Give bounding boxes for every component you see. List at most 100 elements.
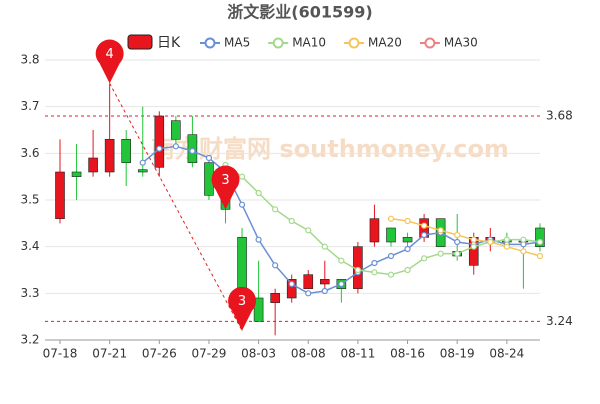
ma-point	[272, 206, 279, 213]
candle-body	[55, 171, 65, 219]
candle-body	[535, 227, 545, 247]
x-tick-label: 07-18	[43, 347, 78, 361]
reference-label: 3.68	[546, 109, 573, 123]
ma-point	[421, 222, 428, 229]
x-tick-label: 07-29	[192, 347, 227, 361]
ma-point	[172, 143, 179, 150]
chart-title: 浙文影业(601599)	[227, 3, 372, 22]
ma-point	[371, 259, 378, 267]
x-tick-label: 08-08	[291, 347, 326, 361]
ma-point	[404, 217, 411, 225]
candle-body	[71, 171, 82, 177]
x-tick-label: 07-21	[92, 347, 127, 361]
ma-point	[238, 201, 246, 208]
y-tick-label: 3.6	[20, 146, 39, 160]
marker-balloon	[211, 165, 240, 210]
ma-point	[255, 189, 262, 197]
marker-balloon	[228, 286, 257, 331]
ma-point	[338, 257, 345, 264]
ma-point	[354, 266, 361, 274]
candle-body	[402, 237, 413, 243]
x-tick-label: 08-24	[489, 347, 524, 361]
y-tick-label: 3.5	[20, 193, 39, 207]
ma-point	[503, 243, 510, 250]
ma-point	[520, 236, 527, 243]
y-tick-label: 3.7	[20, 99, 39, 113]
x-tick-label: 08-11	[340, 347, 375, 361]
ma-point	[421, 231, 428, 239]
ma-point	[520, 248, 527, 255]
ma-point	[238, 173, 246, 180]
ma-point	[272, 262, 279, 269]
y-tick-label: 3.4	[20, 239, 39, 253]
ma-point	[205, 154, 213, 162]
legend-marker	[424, 37, 436, 49]
candle-body	[137, 169, 148, 173]
ma-point	[387, 215, 395, 222]
ma-point	[437, 227, 444, 234]
candle-body	[253, 297, 264, 322]
ma-point	[321, 243, 328, 250]
trend-line	[109, 83, 243, 331]
candle-body	[154, 115, 165, 168]
ma-point	[288, 280, 295, 288]
legend-marker	[204, 37, 216, 49]
ma-point	[255, 236, 262, 243]
x-tick-label: 08-03	[241, 347, 276, 361]
ma-point	[305, 227, 312, 234]
x-tick-label: 07-26	[142, 347, 177, 361]
ma-point	[454, 231, 461, 239]
ma-point	[421, 255, 428, 262]
ma-point	[305, 290, 312, 297]
ma-point	[321, 287, 328, 295]
ma-point	[404, 245, 411, 253]
y-tick-label: 3.8	[20, 53, 39, 67]
candle-body	[319, 279, 330, 285]
ma-point	[437, 250, 444, 257]
candle-body	[104, 139, 115, 173]
marker-balloon	[95, 39, 124, 84]
legend-marker	[272, 37, 284, 49]
legend-label: MA30	[444, 36, 478, 50]
reference-label: 3.24	[546, 314, 573, 328]
ma-point	[404, 266, 411, 274]
candle-body	[286, 279, 297, 299]
y-tick-label: 3.2	[20, 333, 39, 347]
y-tick-label: 3.3	[20, 286, 39, 300]
x-tick-label: 08-16	[390, 347, 425, 361]
ma-point	[387, 252, 395, 260]
ma-line	[390, 217, 541, 257]
legend-marker	[348, 37, 360, 49]
candle-body	[270, 293, 280, 303]
ma-point	[288, 217, 295, 225]
ma-point	[189, 147, 196, 155]
marker-label: 4	[106, 47, 114, 62]
candle-body	[303, 274, 314, 289]
ma-point	[387, 271, 395, 278]
legend-label: MA20	[368, 36, 402, 50]
x-tick-label: 08-19	[440, 347, 475, 361]
legend-swatch	[127, 34, 153, 50]
ma-point	[371, 269, 378, 276]
marker-label: 3	[221, 173, 229, 188]
ma-point	[454, 238, 461, 246]
ma-point	[338, 280, 345, 288]
ma-point	[487, 238, 494, 246]
ma-point	[536, 252, 544, 260]
legend-label: MA10	[292, 36, 326, 50]
legend-label: 日K	[157, 35, 181, 51]
ma-point	[536, 238, 544, 246]
watermark: 南方财富网 southmoney.com	[151, 135, 509, 163]
ma-point	[470, 236, 477, 243]
candle-body	[369, 218, 380, 243]
ma-point	[454, 250, 461, 257]
candle-body	[171, 120, 181, 140]
ma-point	[503, 236, 510, 243]
candle-body	[88, 157, 98, 173]
marker-label: 3	[238, 294, 246, 309]
ma-point	[156, 145, 163, 152]
legend-label: MA5	[224, 36, 250, 50]
ma-point	[470, 243, 477, 250]
candle-body	[121, 139, 131, 163]
